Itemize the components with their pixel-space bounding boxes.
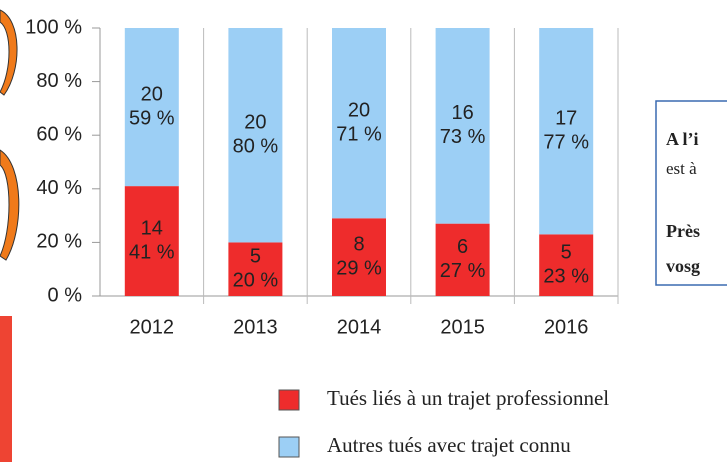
x-tick-label: 2012 <box>130 316 175 338</box>
decoration <box>0 9 18 96</box>
legend-swatch <box>278 436 300 458</box>
bar-segment <box>435 28 490 224</box>
y-tick-label: 100 % <box>25 16 82 38</box>
y-tick-label: 60 % <box>36 123 82 145</box>
value-label: 20 % <box>233 269 279 291</box>
count-label: 6 <box>457 236 468 258</box>
value-label: 29 % <box>336 257 382 279</box>
value-label: 27 % <box>440 260 486 282</box>
y-tick-label: 0 % <box>48 284 83 306</box>
count-label: 16 <box>451 102 473 124</box>
value-label: 80 % <box>233 135 279 157</box>
count-label: 5 <box>561 241 572 263</box>
value-label: 73 % <box>440 126 486 148</box>
value-label: 71 % <box>336 123 382 145</box>
value-label: 77 % <box>543 131 589 153</box>
box-text: A l’i <box>666 129 699 149</box>
x-tick-label: 2013 <box>233 316 278 338</box>
count-label: 5 <box>250 245 261 267</box>
bar-segment <box>539 28 594 235</box>
box-text: vosg <box>666 256 700 276</box>
value-label: 23 % <box>543 265 589 287</box>
bar-segment <box>435 223 490 296</box>
box-text: est à <box>666 159 697 178</box>
x-tick-label: 2016 <box>544 316 589 338</box>
legend-swatch <box>278 389 300 411</box>
bar-segment <box>332 28 386 219</box>
value-label: 41 % <box>129 241 175 263</box>
count-label: 8 <box>353 233 364 255</box>
bar-segment <box>124 186 179 296</box>
bar-segment <box>228 242 283 296</box>
count-label: 20 <box>348 99 370 121</box>
decoration <box>0 149 20 261</box>
bar-segment <box>124 28 179 187</box>
y-tick-label: 40 % <box>36 177 82 199</box>
y-tick-label: 20 % <box>36 231 82 253</box>
text-box <box>655 100 727 286</box>
bar-segment <box>539 234 594 296</box>
x-tick-label: 2014 <box>337 316 382 338</box>
legend-label: Tués liés à un trajet professionnel <box>327 386 609 410</box>
count-label: 17 <box>555 107 577 129</box>
x-tick-label: 2015 <box>440 316 485 338</box>
bar-segment <box>228 28 283 243</box>
count-label: 14 <box>141 217 163 239</box>
count-label: 20 <box>244 111 266 133</box>
decoration <box>0 316 12 462</box>
bar-segment <box>332 218 386 296</box>
value-label: 59 % <box>129 107 175 129</box>
box-text: Près <box>666 221 700 241</box>
count-label: 20 <box>141 83 163 105</box>
legend-label: Autres tués avec trajet connu <box>327 433 571 457</box>
y-tick-label: 80 % <box>36 70 82 92</box>
